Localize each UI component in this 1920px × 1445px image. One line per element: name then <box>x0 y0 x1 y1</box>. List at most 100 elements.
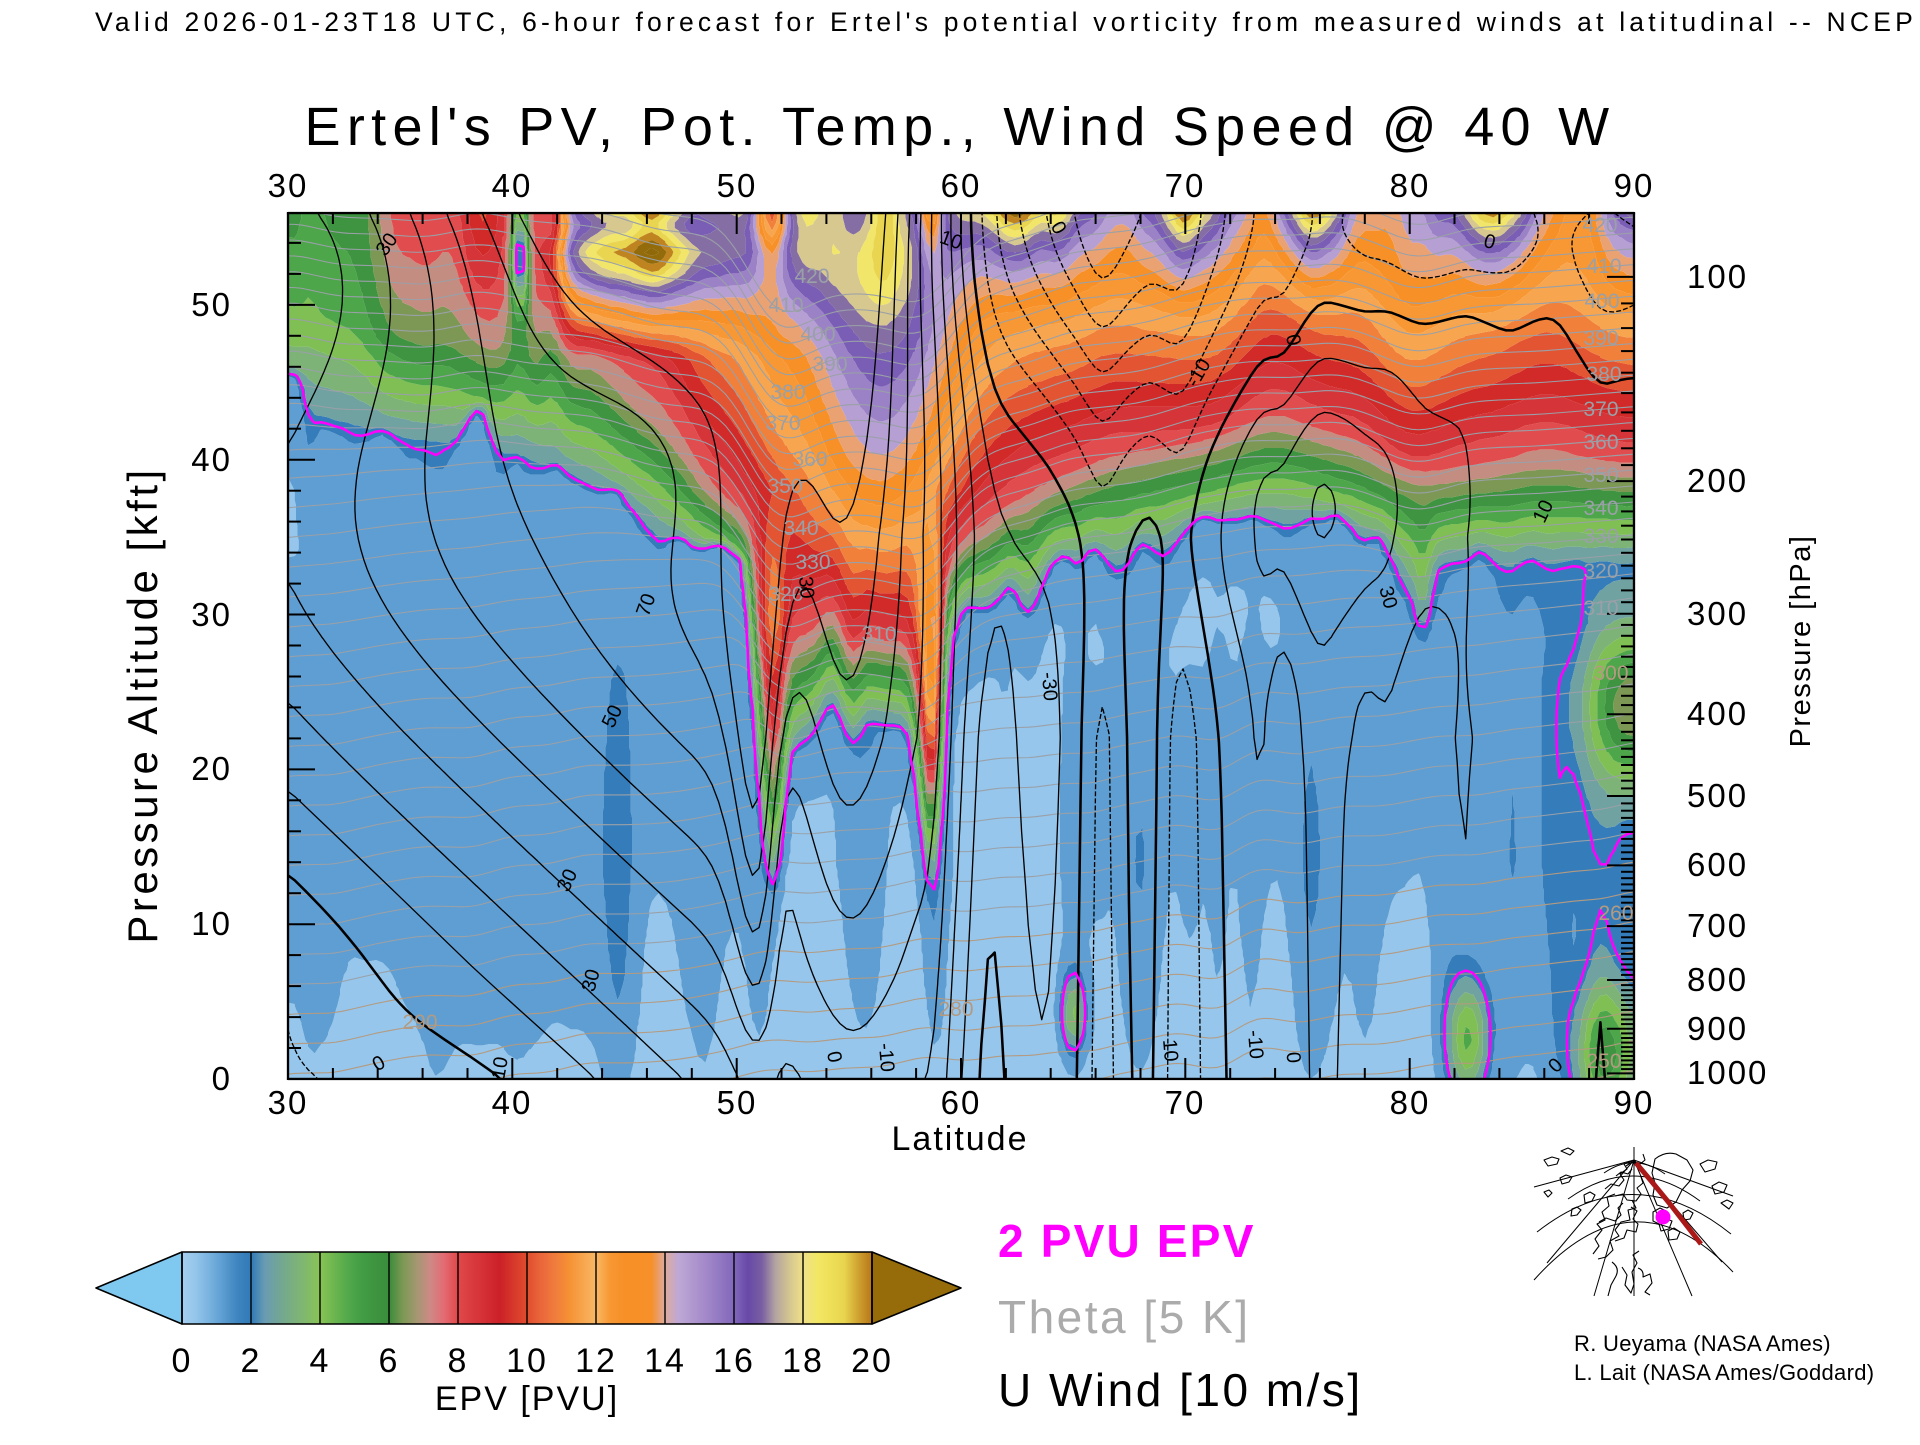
svg-text:80: 80 <box>1390 1084 1431 1121</box>
svg-text:18: 18 <box>782 1342 824 1380</box>
svg-text:0: 0 <box>1282 1051 1305 1064</box>
svg-text:400: 400 <box>800 323 835 346</box>
svg-text:310: 310 <box>861 623 896 646</box>
svg-text:40: 40 <box>492 1084 533 1121</box>
svg-text:40: 40 <box>492 167 533 204</box>
svg-text:Pressure [hPa]: Pressure [hPa] <box>1785 535 1817 748</box>
svg-text:70: 70 <box>1165 1084 1206 1121</box>
svg-text:EPV [PVU]: EPV [PVU] <box>435 1380 619 1418</box>
svg-text:280: 280 <box>938 998 973 1021</box>
svg-text:300: 300 <box>1593 662 1628 685</box>
svg-text:370: 370 <box>765 412 800 435</box>
svg-text:420: 420 <box>1582 214 1617 237</box>
svg-text:340: 340 <box>783 517 818 540</box>
svg-text:300: 300 <box>1687 595 1748 632</box>
svg-text:30: 30 <box>191 596 232 633</box>
svg-text:-10: -10 <box>1243 1029 1267 1060</box>
svg-text:30: 30 <box>553 866 582 895</box>
svg-text:Ertel's PV, Pot. Temp., Wind S: Ertel's PV, Pot. Temp., Wind Speed @ 40 … <box>305 97 1616 157</box>
svg-text:30: 30 <box>578 967 605 994</box>
svg-text:70: 70 <box>1165 167 1206 204</box>
svg-text:20: 20 <box>191 750 232 787</box>
svg-text:0: 0 <box>822 1050 846 1065</box>
svg-text:360: 360 <box>792 448 827 471</box>
svg-text:2 PVU EPV: 2 PVU EPV <box>998 1215 1256 1267</box>
svg-text:330: 330 <box>1583 525 1618 548</box>
svg-text:100: 100 <box>1687 258 1748 295</box>
svg-text:12: 12 <box>575 1342 617 1380</box>
svg-text:0: 0 <box>172 1342 193 1380</box>
svg-text:4: 4 <box>310 1342 331 1380</box>
svg-text:380: 380 <box>1586 363 1621 386</box>
svg-text:14: 14 <box>644 1342 686 1380</box>
svg-text:-10: -10 <box>1182 355 1216 391</box>
svg-text:30: 30 <box>268 167 309 204</box>
svg-text:10: 10 <box>487 1055 513 1081</box>
svg-text:10: 10 <box>1158 1038 1182 1062</box>
svg-text:0: 0 <box>369 1051 390 1076</box>
svg-text:-30: -30 <box>1037 671 1061 702</box>
svg-text:1000: 1000 <box>1687 1054 1768 1091</box>
svg-text:10: 10 <box>506 1342 548 1380</box>
svg-text:400: 400 <box>1584 290 1619 313</box>
svg-text:30: 30 <box>372 229 403 260</box>
svg-text:80: 80 <box>1390 167 1431 204</box>
svg-text:310: 310 <box>1583 597 1618 620</box>
svg-text:10: 10 <box>1529 497 1558 526</box>
svg-text:8: 8 <box>448 1342 469 1380</box>
svg-text:700: 700 <box>1687 907 1748 944</box>
svg-text:Latitude: Latitude <box>892 1120 1029 1158</box>
svg-text:390: 390 <box>812 353 847 376</box>
svg-text:R. Ueyama (NASA Ames): R. Ueyama (NASA Ames) <box>1574 1331 1831 1356</box>
svg-text:320: 320 <box>1583 560 1618 583</box>
svg-text:400: 400 <box>1687 695 1748 732</box>
svg-text:0: 0 <box>1281 333 1305 348</box>
svg-text:380: 380 <box>770 381 805 404</box>
svg-text:0: 0 <box>1046 218 1071 239</box>
svg-text:Theta [5 K]: Theta [5 K] <box>998 1291 1251 1343</box>
svg-text:410: 410 <box>768 294 803 317</box>
svg-text:90: 90 <box>1614 167 1655 204</box>
svg-text:340: 340 <box>1583 497 1618 520</box>
svg-text:350: 350 <box>767 475 802 498</box>
svg-text:60: 60 <box>941 167 982 204</box>
svg-text:800: 800 <box>1687 961 1748 998</box>
svg-text:50: 50 <box>717 1084 758 1121</box>
svg-text:0: 0 <box>212 1060 232 1097</box>
svg-text:290: 290 <box>402 1011 437 1034</box>
svg-text:2: 2 <box>241 1342 262 1380</box>
svg-text:900: 900 <box>1687 1010 1748 1047</box>
svg-text:50: 50 <box>598 702 627 731</box>
svg-text:50: 50 <box>717 167 758 204</box>
svg-text:50: 50 <box>191 286 232 323</box>
svg-text:L. Lait (NASA Ames/Goddard): L. Lait (NASA Ames/Goddard) <box>1574 1360 1874 1385</box>
svg-text:420: 420 <box>794 265 829 288</box>
svg-text:200: 200 <box>1687 462 1748 499</box>
svg-text:6: 6 <box>379 1342 400 1380</box>
svg-text:250: 250 <box>1586 1050 1621 1073</box>
svg-text:-10: -10 <box>874 1042 898 1073</box>
svg-text:360: 360 <box>1583 431 1618 454</box>
svg-text:30: 30 <box>794 575 818 599</box>
svg-text:16: 16 <box>713 1342 755 1380</box>
svg-text:60: 60 <box>941 1084 982 1121</box>
svg-text:20: 20 <box>851 1342 893 1380</box>
svg-text:Pressure Altitude [kft]: Pressure Altitude [kft] <box>119 466 166 943</box>
svg-text:Valid 2026-01-23T18 UTC, 6-hou: Valid 2026-01-23T18 UTC, 6-hour forecast… <box>95 7 1917 37</box>
svg-text:10: 10 <box>191 905 232 942</box>
svg-text:U Wind [10 m/s]: U Wind [10 m/s] <box>998 1364 1363 1416</box>
svg-text:30: 30 <box>1374 584 1401 611</box>
svg-text:260: 260 <box>1598 902 1633 925</box>
svg-text:0: 0 <box>1544 1054 1567 1077</box>
svg-text:0: 0 <box>1481 230 1497 254</box>
svg-text:370: 370 <box>1583 398 1618 421</box>
svg-text:70: 70 <box>632 591 660 619</box>
svg-text:500: 500 <box>1687 777 1748 814</box>
svg-text:40: 40 <box>191 441 232 478</box>
svg-text:90: 90 <box>1614 1084 1655 1121</box>
svg-text:330: 330 <box>795 551 830 574</box>
svg-text:410: 410 <box>1586 255 1621 278</box>
svg-text:600: 600 <box>1687 846 1748 883</box>
svg-text:350: 350 <box>1583 464 1618 487</box>
svg-text:390: 390 <box>1583 327 1618 350</box>
